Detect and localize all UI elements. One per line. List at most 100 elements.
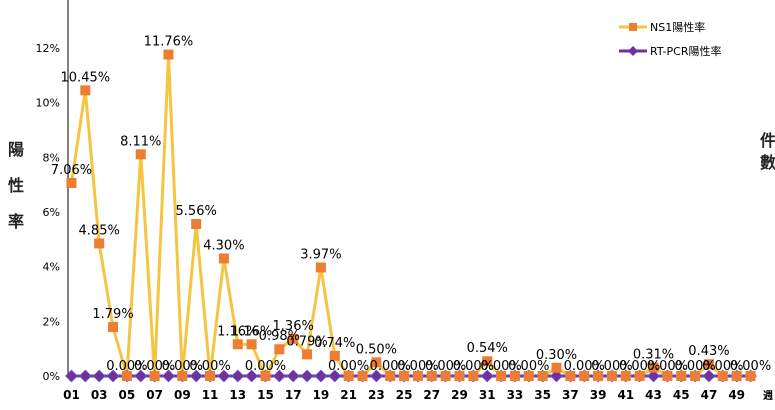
rtpcr-marker xyxy=(550,369,563,383)
ns1-marker xyxy=(454,371,465,381)
ns1-marker xyxy=(634,371,645,381)
x-tick-label: 27 xyxy=(423,388,440,402)
x-tick-label: 43 xyxy=(645,388,662,402)
ns1-marker xyxy=(121,371,132,381)
x-tick-label: 03 xyxy=(91,388,108,402)
ns1-marker xyxy=(703,359,714,370)
x-tick-label: 45 xyxy=(673,388,690,402)
ns1-data-label: 1.16% xyxy=(217,324,258,339)
ns1-marker xyxy=(149,371,160,381)
ns1-marker xyxy=(66,178,77,189)
legend-marker xyxy=(629,23,637,31)
x-tick-label: 07 xyxy=(146,388,163,402)
rtpcr-marker xyxy=(92,369,106,383)
rtpcr-marker xyxy=(480,369,494,383)
ns1-marker xyxy=(606,371,617,381)
ns1-marker xyxy=(399,371,410,381)
x-tick-label: 25 xyxy=(396,388,413,402)
ns1-data-label: 0.00% xyxy=(328,359,369,374)
ns1-marker xyxy=(94,238,105,249)
rtpcr-marker xyxy=(369,369,383,383)
ns1-data-label: 0.50% xyxy=(356,342,397,357)
rtpcr-marker xyxy=(702,369,716,383)
x-tick-label: 39 xyxy=(590,388,607,402)
x-tick-label: 41 xyxy=(617,388,634,402)
rtpcr-marker xyxy=(106,369,120,383)
ns1-marker xyxy=(593,371,604,381)
ns1-marker xyxy=(468,371,479,381)
ns1-data-label: 1.79% xyxy=(92,307,133,322)
x-tick-label: 01 xyxy=(63,388,80,402)
ns1-marker xyxy=(205,371,216,381)
ns1-marker xyxy=(315,262,326,273)
ns1-marker xyxy=(579,371,590,381)
ns1-data-label: 0.54% xyxy=(467,341,508,356)
ns1-marker xyxy=(80,85,91,96)
ns1-data-label: 0.00% xyxy=(564,359,605,374)
ns1-marker xyxy=(745,371,756,381)
ns1-marker xyxy=(371,357,382,368)
x-tick-label: 21 xyxy=(340,388,357,402)
x-tick-label: 37 xyxy=(562,388,579,402)
ns1-marker xyxy=(163,49,174,60)
rtpcr-marker xyxy=(231,369,245,383)
ns1-marker xyxy=(440,371,451,381)
right-axis-label: 件數 xyxy=(760,130,775,174)
ns1-marker xyxy=(731,371,742,381)
ns1-marker xyxy=(676,371,687,381)
ns1-marker xyxy=(426,371,437,381)
ns1-data-label: 0.00% xyxy=(189,359,230,374)
ns1-data-label: 7.06% xyxy=(51,163,92,178)
ns1-data-label: 0.00% xyxy=(702,359,743,374)
ns1-marker xyxy=(232,339,243,350)
legend-marker xyxy=(628,46,638,56)
ns1-marker xyxy=(690,371,701,381)
ns1-data-label: 0.00% xyxy=(134,359,175,374)
ns1-marker xyxy=(565,371,576,381)
ns1-data-label: 0.00% xyxy=(619,359,660,374)
ns1-marker xyxy=(288,333,299,344)
right-axis-label-text: 件數 xyxy=(760,131,775,172)
ns1-data-label: 0.00% xyxy=(674,359,715,374)
x-tick-label: 09 xyxy=(174,388,191,402)
ns1-marker xyxy=(482,356,493,367)
ns1-marker xyxy=(648,362,659,373)
ns1-data-label: 0.00% xyxy=(453,359,494,374)
ns1-marker xyxy=(108,322,119,333)
rtpcr-marker xyxy=(65,369,78,383)
ns1-data-label: 0.00% xyxy=(480,359,521,374)
ns1-marker xyxy=(509,371,520,381)
ns1-marker xyxy=(177,371,188,381)
ns1-marker xyxy=(523,371,534,381)
ns1-data-label: 0.00% xyxy=(425,359,466,374)
ns1-marker xyxy=(191,219,202,230)
rtpcr-marker xyxy=(78,369,92,383)
ns1-data-label: 0.00% xyxy=(508,359,549,374)
ns1-data-label: 0.43% xyxy=(688,344,729,359)
ns1-marker xyxy=(246,339,257,350)
y-tick-label: 4% xyxy=(43,261,60,274)
x-tick-label: 31 xyxy=(479,388,496,402)
ns1-marker xyxy=(496,371,507,381)
ns1-data-label: 0.00% xyxy=(730,359,771,374)
ns1-data-label: 3.97% xyxy=(300,247,341,262)
y-tick-label: 2% xyxy=(43,315,60,328)
ns1-data-label: 4.85% xyxy=(79,223,120,238)
ns1-marker xyxy=(329,350,340,361)
ns1-data-label: 4.30% xyxy=(203,238,244,253)
x-tick-label: 19 xyxy=(313,388,330,402)
rtpcr-marker xyxy=(134,369,148,383)
ns1-marker xyxy=(274,344,285,355)
rtpcr-marker xyxy=(189,369,203,383)
ns1-series-line xyxy=(70,53,751,378)
ns1-marker xyxy=(385,371,396,381)
ns1-data-label: 0.00% xyxy=(591,359,632,374)
ns1-data-label: 0.31% xyxy=(633,348,674,363)
x-axis-label: 週 xyxy=(763,390,773,402)
ns1-data-label: 11.76% xyxy=(144,35,194,50)
rtpcr-marker xyxy=(300,369,314,383)
y-axis-label-text: 陽性率 xyxy=(8,140,25,231)
ns1-data-label: 0.00% xyxy=(245,359,286,374)
y-axis-label: 陽性率 xyxy=(8,132,28,240)
